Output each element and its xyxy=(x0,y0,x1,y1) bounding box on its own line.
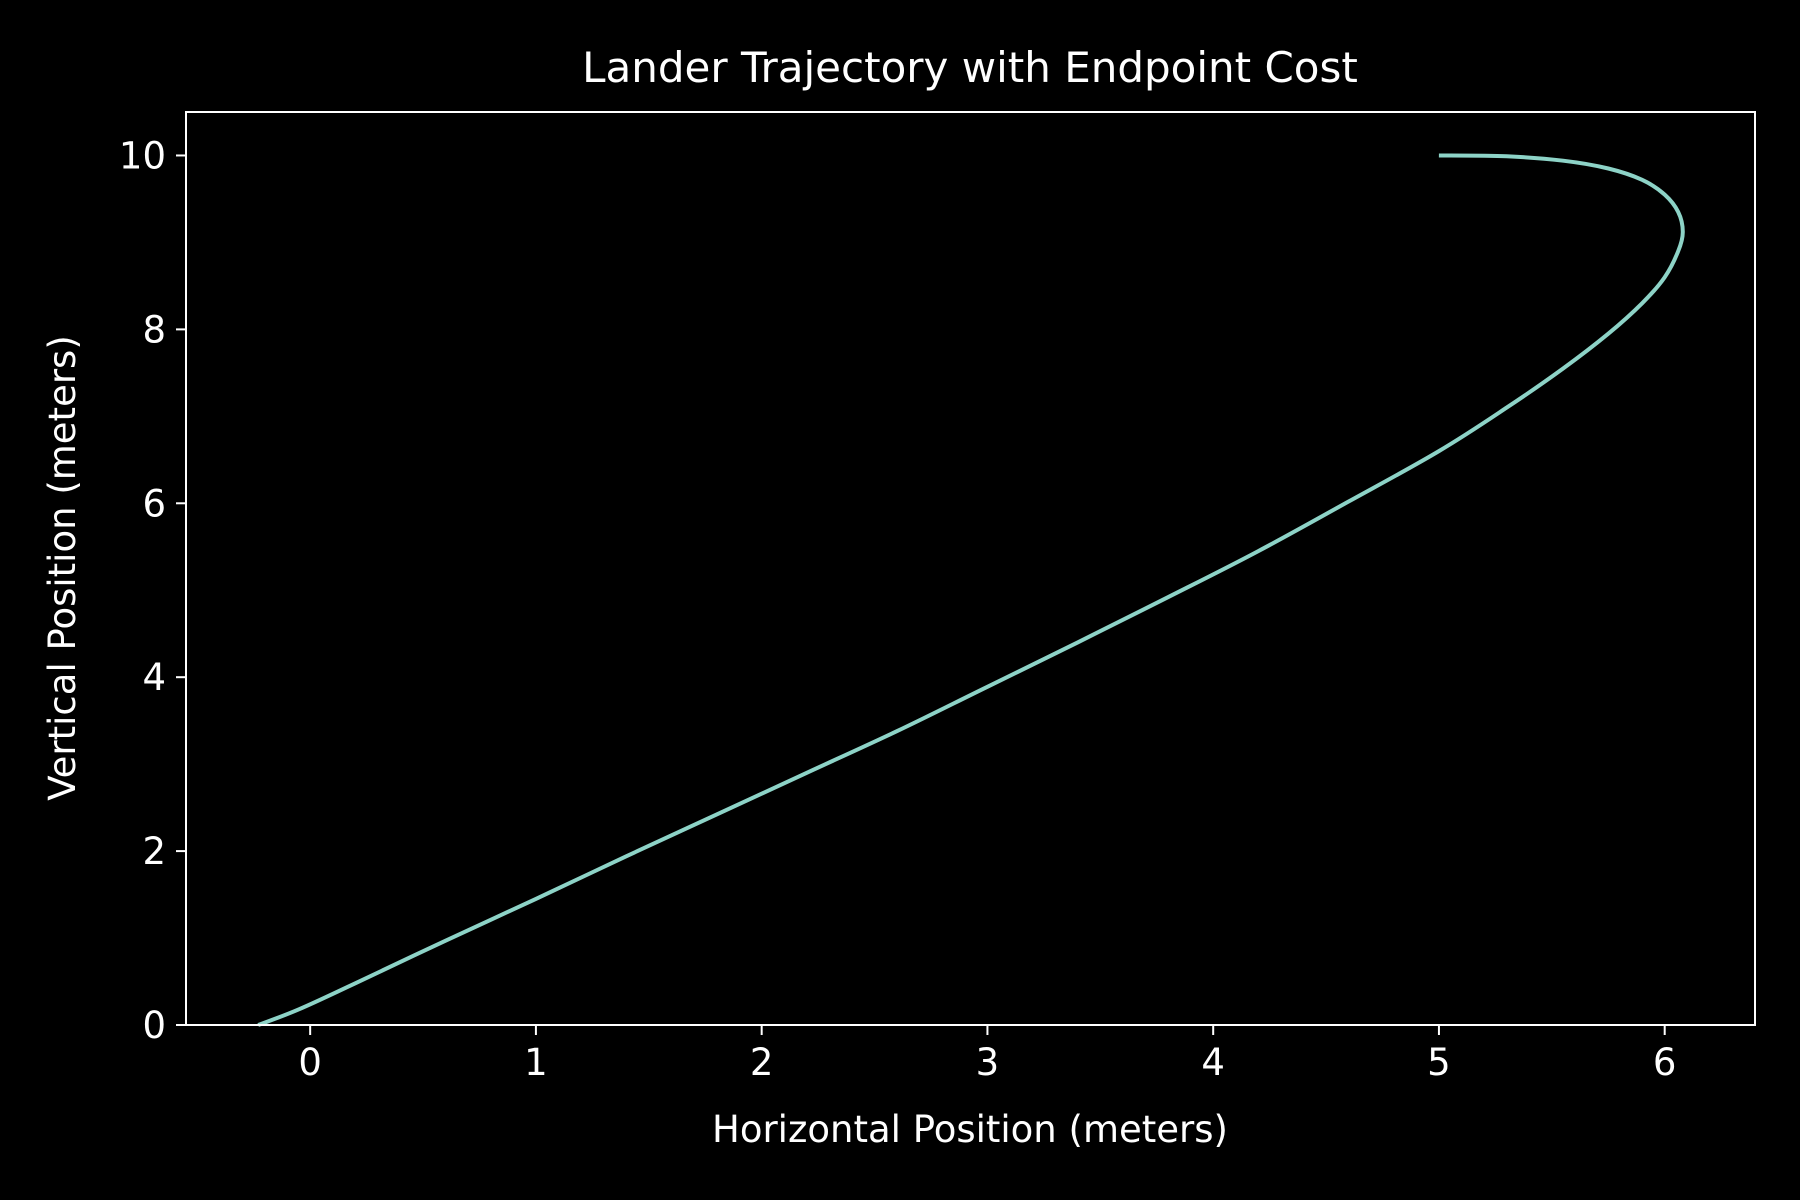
x-tick-label: 1 xyxy=(524,1041,548,1084)
x-tick-label: 4 xyxy=(1201,1041,1225,1084)
trajectory-line xyxy=(257,153,1685,1027)
y-tick-label: 8 xyxy=(142,308,166,351)
y-axis: 0 2 4 6 8 10 xyxy=(119,134,186,1047)
y-axis-label: Vertical Position (meters) xyxy=(41,335,84,801)
x-tick-label: 3 xyxy=(976,1041,1000,1084)
x-tick-label: 5 xyxy=(1427,1041,1451,1084)
y-tick-label: 6 xyxy=(142,482,166,525)
x-tick-label: 2 xyxy=(750,1041,774,1084)
y-tick-label: 10 xyxy=(119,134,166,177)
x-tick-label: 0 xyxy=(298,1041,322,1084)
x-axis-label: Horizontal Position (meters) xyxy=(712,1108,1228,1151)
x-axis: 0 1 2 3 4 5 6 xyxy=(298,1025,1676,1084)
y-tick-label: 4 xyxy=(142,656,166,699)
chart-title: Lander Trajectory with Endpoint Cost xyxy=(582,43,1358,92)
axes-frame xyxy=(185,111,1756,1026)
x-tick-label: 6 xyxy=(1653,1041,1677,1084)
y-tick-label: 0 xyxy=(142,1004,166,1047)
plot-area xyxy=(257,153,1685,1027)
y-tick-label: 2 xyxy=(142,830,166,873)
